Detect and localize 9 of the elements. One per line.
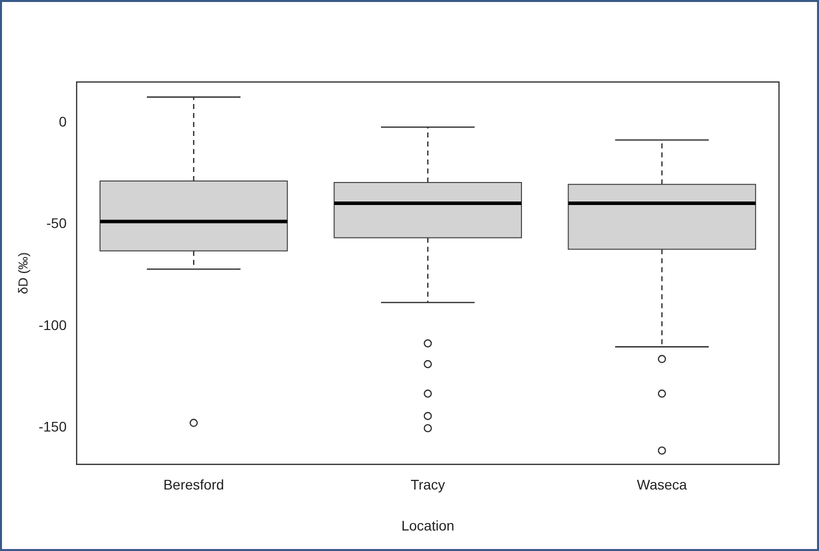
x-tick-label: Tracy <box>410 476 446 493</box>
y-tick-label: -150 <box>38 418 67 435</box>
y-tick-label: -50 <box>46 215 67 232</box>
y-tick-label: 0 <box>58 114 67 130</box>
y-axis-title: δD (‰) <box>15 252 30 294</box>
x-tick-label: Waseca <box>636 476 688 493</box>
x-axis-title: Location <box>401 517 454 534</box>
y-tick-label: -100 <box>38 316 67 333</box>
x-tick-label: Beresford <box>163 476 224 493</box>
